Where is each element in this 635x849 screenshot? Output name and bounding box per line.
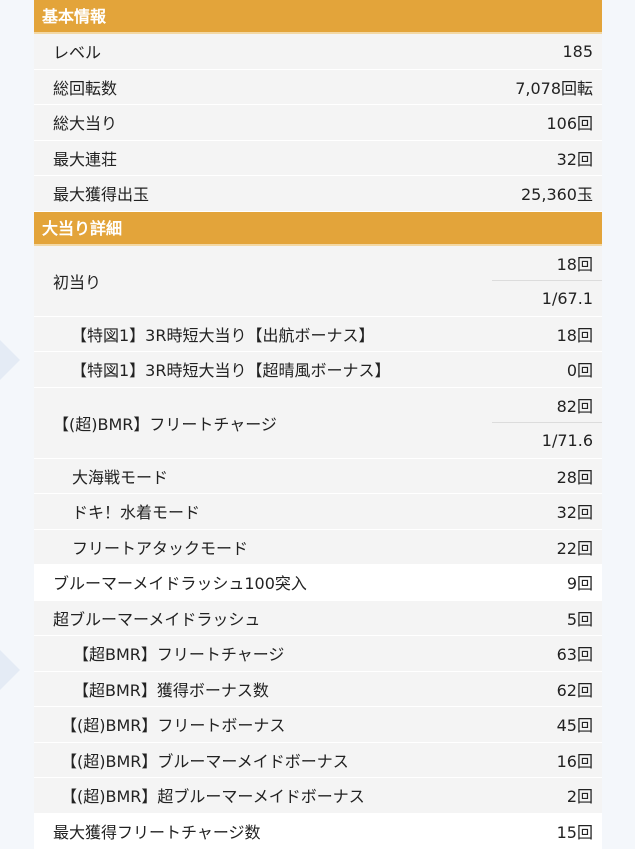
stat-value: 32回 (557, 146, 593, 170)
super-sub-row: 【超BMR】フリートチャージ 63回 (34, 636, 602, 672)
bonus-row: 【(超)BMR】ブルーマーメイドボーナス 16回 (34, 743, 602, 779)
stat-value: 32回 (557, 499, 593, 523)
background-pattern-icon (0, 640, 34, 700)
stat-row-level: レベル 185 (34, 34, 602, 70)
stat-value: 15回 (557, 819, 593, 843)
stat-value: 18回 (492, 245, 602, 281)
stat-label: 【超BMR】獲得ボーナス数 (34, 677, 269, 701)
stat-label: 【(超)BMR】フリートボーナス (34, 712, 285, 736)
stat-label: 最大獲得フリートチャージ数 (34, 819, 261, 843)
max-fleet-row: 最大獲得フリートチャージ数 15回 (34, 814, 602, 849)
stat-row-total-spins: 総回転数 7,078回転 (34, 70, 602, 106)
stat-label: ブルーマーメイドラッシュ100突入 (34, 570, 307, 594)
stat-label: 初当り (34, 269, 492, 293)
stat-label: 【超BMR】フリートチャージ (34, 641, 284, 665)
fleet-charge-row: 【(超)BMR】フリートチャージ 82回 1/71.6 (34, 388, 602, 459)
stat-value: 16回 (557, 748, 593, 772)
stat-value: 2回 (567, 783, 593, 807)
super-sub-row: 【超BMR】獲得ボーナス数 62回 (34, 672, 602, 708)
stat-label: 超ブルーマーメイドラッシュ (34, 606, 260, 630)
stat-value: 25,360玉 (521, 181, 593, 205)
basic-info-header: 基本情報 (34, 0, 602, 34)
stat-label: 総大当り (34, 110, 117, 134)
stat-row-max-payout: 最大獲得出玉 25,360玉 (34, 176, 602, 212)
first-hit-row: 初当り 18回 1/67.1 (34, 246, 602, 317)
stat-value: 63回 (557, 641, 593, 665)
stat-row-total-hits: 総大当り 106回 (34, 105, 602, 141)
stat-value: 185 (562, 42, 593, 61)
tokuzu-row: 【特図1】3R時短大当り【超晴風ボーナス】 0回 (34, 352, 602, 388)
background-pattern-icon (0, 330, 34, 390)
stat-row-max-streak: 最大連荘 32回 (34, 141, 602, 177)
bonus-row: 【(超)BMR】超ブルーマーメイドボーナス 2回 (34, 778, 602, 814)
stats-panel: 基本情報 レベル 185 総回転数 7,078回転 総大当り 106回 最大連荘… (34, 0, 602, 846)
stat-value: 45回 (557, 712, 593, 736)
bonus-row: 【(超)BMR】フリートボーナス 45回 (34, 707, 602, 743)
stat-label: 【(超)BMR】フリートチャージ (34, 411, 492, 435)
stat-value: 82回 (492, 387, 602, 423)
stat-probability: 1/67.1 (492, 281, 602, 316)
mode-row: 大海戦モード 28回 (34, 459, 602, 495)
stat-label: 最大獲得出玉 (34, 181, 149, 205)
stat-value: 7,078回転 (515, 75, 593, 99)
stat-value: 5回 (567, 606, 593, 630)
stat-value: 106回 (546, 110, 593, 134)
stat-label: 【(超)BMR】超ブルーマーメイドボーナス (34, 783, 365, 807)
stat-value: 0回 (567, 357, 593, 381)
stat-value: 18回 (557, 322, 593, 346)
stat-label: フリートアタックモード (34, 535, 248, 559)
tokuzu-row: 【特図1】3R時短大当り【出航ボーナス】 18回 (34, 317, 602, 353)
stat-label: 【特図1】3R時短大当り【超晴風ボーナス】 (34, 357, 390, 381)
stat-label: 【特図1】3R時短大当り【出航ボーナス】 (34, 322, 374, 346)
mode-row: ドキ！水着モード 32回 (34, 494, 602, 530)
stat-probability: 1/71.6 (492, 423, 602, 458)
stat-value: 28回 (557, 464, 593, 488)
stat-label: ドキ！水着モード (34, 499, 200, 523)
stat-value: 62回 (557, 677, 593, 701)
stat-value: 9回 (567, 570, 593, 594)
stat-label: レベル (34, 39, 101, 63)
stat-label: 大海戦モード (34, 464, 168, 488)
stat-label: 最大連荘 (34, 146, 117, 170)
stat-value: 22回 (557, 535, 593, 559)
stat-label: 【(超)BMR】ブルーマーメイドボーナス (34, 748, 349, 772)
rush100-row: ブルーマーメイドラッシュ100突入 9回 (34, 565, 602, 601)
hit-detail-header: 大当り詳細 (34, 212, 602, 246)
stat-label: 総回転数 (34, 75, 117, 99)
mode-row: フリートアタックモード 22回 (34, 530, 602, 566)
super-rush-row: 超ブルーマーメイドラッシュ 5回 (34, 601, 602, 637)
